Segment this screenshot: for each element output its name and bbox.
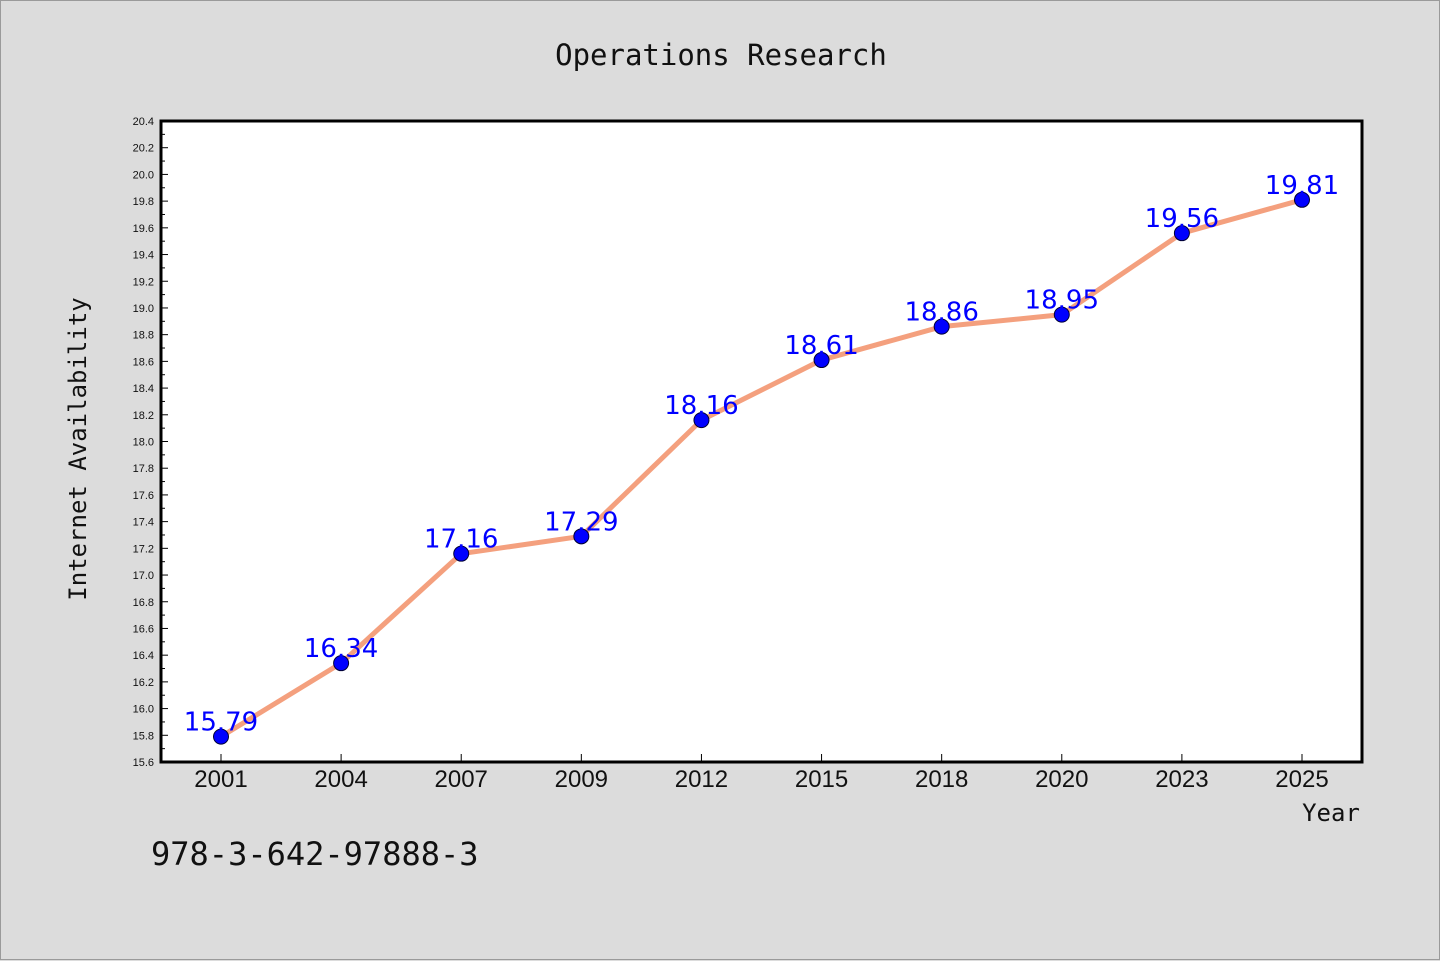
y-axis: 15.6 15.8 16.0 16.2 16.4 16.6 16.8 17.0 17.2 17.4…: [133, 116, 168, 769]
x-tick-label: 2025: [1275, 766, 1328, 793]
data-point: [333, 655, 350, 672]
y-tick-label: 17.6: [133, 490, 154, 502]
x-tick-label: 2018: [915, 766, 968, 793]
data-label: 19.81: [1265, 171, 1339, 201]
data-point: [693, 412, 710, 429]
data-point: [1294, 191, 1310, 208]
y-tick-label: 16.2: [133, 677, 154, 689]
y-tick-label: 19.0: [133, 303, 154, 315]
data-label: 15.79: [184, 708, 258, 738]
data-label: 18.61: [784, 331, 858, 361]
data-point: [213, 728, 229, 745]
y-tick-label: 16.6: [133, 623, 154, 635]
x-tick-label: 2020: [1035, 766, 1088, 793]
y-tick-label: 18.4: [133, 383, 154, 395]
x-tick-label: 2012: [675, 766, 728, 793]
y-tick-label: 17.2: [133, 543, 154, 555]
y-tick-label: 16.0: [133, 704, 154, 716]
data-point: [813, 352, 830, 369]
data-label: 18.86: [904, 298, 978, 328]
series-polyline: [218, 197, 1305, 740]
x-axis-label: Year: [1302, 799, 1360, 827]
y-tick-label: 18.0: [133, 437, 154, 449]
y-tick-label: 19.2: [133, 276, 154, 288]
y-tick-label: 18.2: [133, 410, 154, 422]
data-point: [1173, 225, 1190, 242]
chart-title: Operations Research: [555, 38, 887, 72]
y-tick-label: 15.6: [133, 757, 154, 769]
data-label: 19.56: [1145, 204, 1219, 234]
y-tick-label: 17.0: [133, 570, 154, 582]
x-tick-label: 2004: [314, 766, 367, 793]
y-tick-label: 18.6: [133, 356, 154, 368]
data-point: [1053, 306, 1070, 323]
data-point: [933, 318, 950, 335]
y-tick-label: 18.8: [133, 330, 154, 342]
x-axis: 2001 2004 2007 2009 2012 2015 2018 2020 2023 2025: [194, 754, 1329, 793]
x-tick-label: 2007: [435, 766, 488, 793]
y-tick-label: 19.6: [133, 223, 154, 235]
data-label: 17.16: [424, 525, 498, 555]
x-tick-label: 2001: [194, 766, 247, 793]
y-tick-label: 15.8: [133, 730, 154, 742]
data-label: 17.29: [544, 507, 618, 537]
y-tick-label: 16.4: [133, 650, 154, 662]
data-point: [573, 528, 590, 545]
data-label: 18.16: [664, 391, 738, 421]
x-tick-label: 2015: [795, 766, 848, 793]
data-point: [453, 545, 470, 562]
data-label: 18.95: [1025, 286, 1099, 316]
x-tick-label: 2009: [555, 766, 608, 793]
data-label: 16.34: [304, 634, 378, 664]
y-tick-label: 20.2: [133, 143, 154, 155]
data-labels: 15.79 16.34 17.16 17.29 18.16 18.61 18.86 18.95…: [184, 171, 1339, 738]
y-tick-label: 17.4: [133, 517, 154, 529]
y-tick-label: 17.8: [133, 463, 154, 475]
y-tick-label: 20.4: [133, 116, 154, 128]
series-line: [218, 197, 1305, 740]
x-tick-label: 2023: [1155, 766, 1208, 793]
y-axis-label: Internet Availability: [64, 297, 92, 600]
y-tick-label: 19.8: [133, 196, 154, 208]
y-tick-label: 16.8: [133, 597, 154, 609]
plot-area: [159, 119, 1364, 764]
isbn-footer: 978-3-642-97888-3: [151, 835, 479, 873]
data-points: [213, 191, 1310, 745]
y-tick-label: 19.4: [133, 250, 154, 262]
y-tick-label: 20.0: [133, 169, 154, 181]
